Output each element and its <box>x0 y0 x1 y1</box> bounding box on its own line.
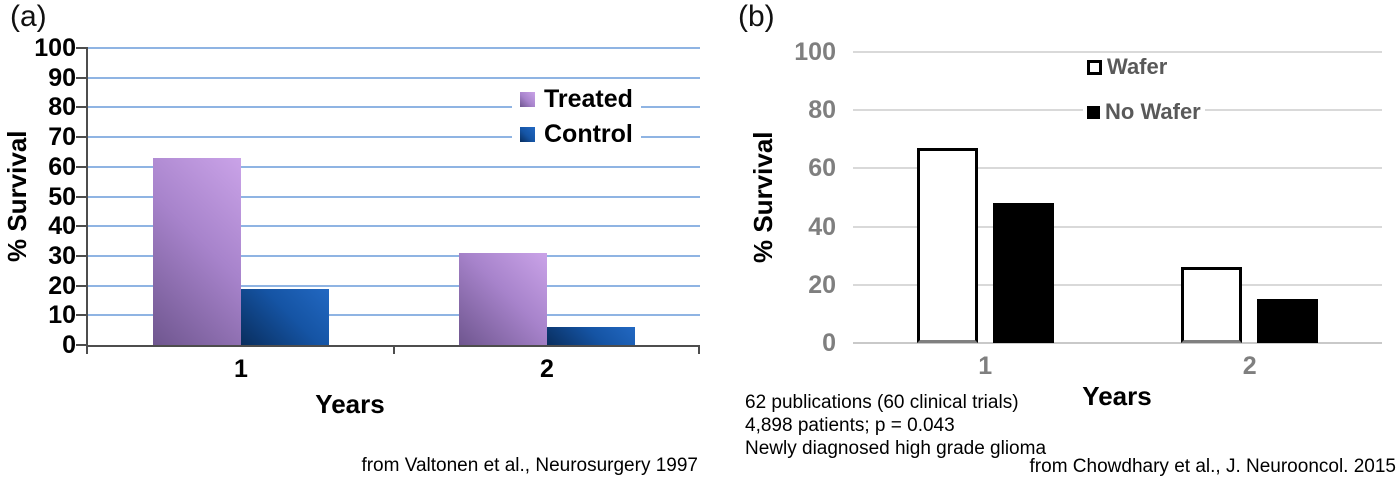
y-tick-label-50: 50 <box>48 182 76 211</box>
gridline-40 <box>853 225 1382 228</box>
y-axis-tick-0 <box>76 344 88 346</box>
gridline-40 <box>88 225 700 228</box>
gridline-60 <box>88 165 700 168</box>
source-caption-b: from Chowdhary et al., J. Neurooncol. 20… <box>1029 456 1396 477</box>
legend-b: Wafer No Wafer <box>1083 53 1205 143</box>
gridline-100 <box>853 51 1382 53</box>
legend-swatch-control <box>520 127 535 142</box>
legend-a: Treated Control <box>512 85 641 155</box>
panel-b-label: (b) <box>738 0 775 33</box>
legend-item-treated: Treated <box>512 85 641 114</box>
x-tick-label-1: 1 <box>234 355 248 383</box>
y-axis-tick-30 <box>76 254 88 257</box>
plot-area-b <box>853 51 1382 344</box>
y-tick-label-20: 20 <box>808 270 836 299</box>
legend-label-treated: Treated <box>544 85 633 113</box>
legend-label-control: Control <box>544 120 633 148</box>
gridline-60 <box>853 167 1382 170</box>
x-axis-title-a: Years <box>315 389 385 419</box>
x-tick-label-2: 2 <box>540 355 554 383</box>
y-axis-line <box>86 48 88 347</box>
y-axis-tick-40 <box>76 225 88 228</box>
annotation-line-2: 4,898 patients; p = 0.043 <box>745 415 955 436</box>
bar-no-wafer-year-1 <box>992 203 1054 343</box>
x-axis-title-b: Years <box>1082 381 1152 411</box>
source-caption-a: from Valtonen et al., Neurosurgery 1997 <box>361 455 698 476</box>
legend-item-wafer: Wafer <box>1083 53 1205 81</box>
x-axis-tick-2 <box>698 345 700 354</box>
x-tick-label-1: 1 <box>978 352 993 380</box>
y-tick-label-0: 0 <box>822 329 836 357</box>
x-axis-tick-1 <box>393 345 395 354</box>
legend-swatch-wafer <box>1087 59 1102 75</box>
y-axis-tick-60 <box>76 165 88 168</box>
bar-wafer-year-2 <box>1181 267 1243 343</box>
gridline-0 <box>853 342 1382 344</box>
gridline-30 <box>88 254 700 257</box>
legend-item-control: Control <box>512 120 641 149</box>
y-tick-label-100: 100 <box>34 34 76 62</box>
y-tick-label-30: 30 <box>48 241 76 270</box>
gridline-80 <box>88 106 700 109</box>
panel-a-label: (a) <box>10 0 47 33</box>
bar-control-year-1 <box>241 288 329 345</box>
gridline-70 <box>88 136 700 139</box>
plot-area-a <box>76 47 700 354</box>
y-tick-label-70: 70 <box>48 123 76 152</box>
annotation-line-3: Newly diagnosed high grade glioma <box>745 438 1047 459</box>
y-tick-label-60: 60 <box>48 152 76 181</box>
bar-treated-year-1 <box>153 157 241 345</box>
y-tick-label-40: 40 <box>808 212 836 241</box>
y-axis-tick-70 <box>76 136 88 139</box>
panel-b: (b) % Survival Wafer No Wafer Years 62 pu… <box>700 0 1400 487</box>
y-axis-tick-90 <box>76 76 88 79</box>
gridline-100 <box>88 47 700 49</box>
y-tick-label-40: 40 <box>48 212 76 241</box>
y-axis-tick-100 <box>76 47 88 49</box>
y-tick-label-10: 10 <box>48 301 76 330</box>
x-axis-tick-0 <box>86 345 88 354</box>
bar-wafer-year-1 <box>916 148 978 343</box>
annotation-line-1: 62 publications (60 clinical trials) <box>745 392 1019 413</box>
bar-no-wafer-year-2 <box>1257 299 1319 343</box>
legend-label-wafer: Wafer <box>1107 54 1168 79</box>
legend-swatch-no-wafer <box>1087 105 1100 119</box>
legend-item-no-wafer: No Wafer <box>1083 98 1205 126</box>
y-tick-label-20: 20 <box>48 271 76 300</box>
gridline-20 <box>88 284 700 287</box>
legend-swatch-treated <box>520 92 535 107</box>
study-annotation: 62 publications (60 clinical trials) 4,8… <box>745 391 1046 460</box>
legend-label-no-wafer: No Wafer <box>1105 99 1201 124</box>
y-axis-tick-80 <box>76 106 88 109</box>
y-tick-label-60: 60 <box>808 154 836 183</box>
gridline-50 <box>88 195 700 198</box>
gridline-20 <box>853 283 1382 286</box>
y-tick-label-80: 80 <box>808 96 836 125</box>
gridline-90 <box>88 76 700 79</box>
y-tick-label-0: 0 <box>62 331 76 359</box>
y-tick-label-100: 100 <box>794 38 836 66</box>
x-tick-label-2: 2 <box>1242 352 1257 380</box>
bar-treated-year-2 <box>459 252 547 345</box>
y-axis-tick-10 <box>76 314 88 317</box>
panel-a: (a) % Survival Treated Control Years from… <box>2 0 700 476</box>
y-axis-tick-50 <box>76 195 88 198</box>
y-axis-tick-20 <box>76 284 88 287</box>
y-tick-label-80: 80 <box>48 93 76 122</box>
y-tick-label-90: 90 <box>48 63 76 92</box>
gridline-10 <box>88 314 700 317</box>
bar-control-year-2 <box>547 327 635 345</box>
